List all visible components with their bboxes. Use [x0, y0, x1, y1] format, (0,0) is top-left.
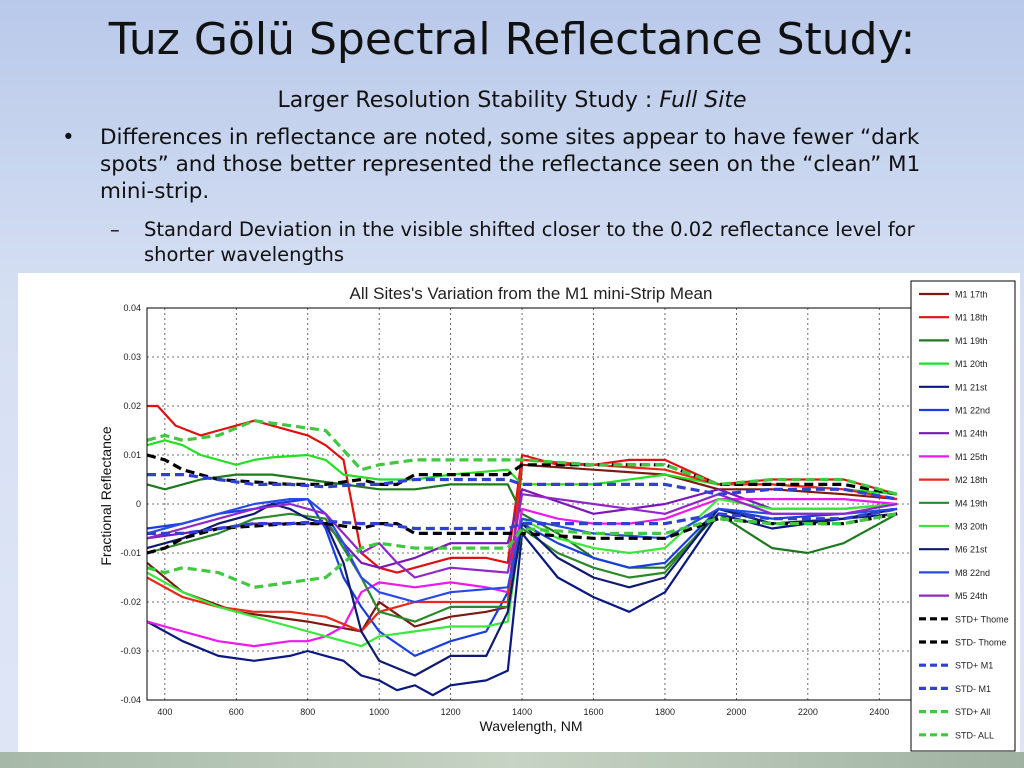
legend-label: M6 21st [955, 545, 988, 555]
legend-label: M1 21st [955, 382, 988, 392]
x-tick-label: 1200 [441, 707, 461, 717]
series-line-7 [146, 498, 898, 648]
sub-bullet-text: Standard Deviation in the visible shifte… [144, 218, 915, 266]
x-tick-label: 2000 [726, 707, 746, 717]
y-axis-label: Fractional Reflectance [98, 426, 114, 566]
series-line-16 [147, 473, 898, 501]
y-tick-label: 0.01 [123, 450, 141, 460]
y-tick-label: -0.04 [120, 695, 141, 705]
legend-label: M1 19th [955, 336, 988, 346]
x-tick-label: 2400 [869, 707, 889, 717]
y-tick-label: 0.04 [123, 303, 141, 313]
x-tick-label: 1800 [655, 707, 675, 717]
chart-title: All Sites's Variation from the M1 mini-S… [350, 284, 713, 303]
series-line-17 [147, 507, 898, 535]
bottom-band [0, 752, 1024, 768]
x-tick-label: 1600 [583, 707, 603, 717]
legend-label: STD- ALL [955, 730, 994, 740]
series-line-19 [146, 512, 898, 589]
series-line-12 [146, 498, 898, 604]
legend-label: M3 20th [955, 522, 988, 532]
legend: M1 17th M1 18th M1 19th M1 20th M1 21st M1 22… [910, 280, 1016, 752]
legend-label: M5 24th [955, 591, 988, 601]
legend-label: STD+ M1 [955, 661, 993, 671]
legend-label: M2 18th [955, 475, 988, 485]
legend-label: M4 19th [955, 498, 988, 508]
x-axis-label: Wavelength, NM [480, 718, 583, 734]
x-tick-label: 1000 [369, 707, 389, 717]
dash-mark: – [110, 218, 120, 241]
x-tick-label: 800 [300, 707, 315, 717]
legend-label: M1 20th [955, 359, 988, 369]
legend-label: M1 18th [955, 313, 988, 323]
bullet-list: • Differences in reflectance are noted, … [62, 124, 962, 267]
series-line-18 [146, 419, 898, 496]
tick-layer: 400 600 800 1000 1200 1400 1600 1800 2000 2200 240… [120, 303, 889, 717]
y-tick-label: -0.03 [120, 646, 141, 656]
chart-svg: All Sites's Variation from the M1 mini-S… [98, 280, 1016, 752]
y-tick-label: 0.02 [123, 401, 141, 411]
x-tick-label: 400 [157, 707, 172, 717]
y-tick-label: 0.03 [123, 352, 141, 362]
legend-label: M1 24th [955, 429, 988, 439]
subtitle-prefix: Larger Resolution Stability Study : [277, 88, 660, 113]
series-layer [146, 404, 898, 697]
series-line-10 [146, 498, 898, 648]
sub-bullet-item: – Standard Deviation in the visible shif… [62, 217, 962, 267]
legend-label: M1 22nd [955, 406, 990, 416]
slide-subtitle: Larger Resolution Stability Study : Full… [0, 88, 1024, 113]
x-tick-label: 600 [229, 707, 244, 717]
y-tick-label: 0 [136, 499, 141, 509]
bullet-text: Differences in reflectance are noted, so… [100, 125, 921, 204]
series-line-5 [146, 498, 898, 657]
series-line-1 [147, 404, 898, 574]
y-tick-label: -0.02 [120, 597, 141, 607]
legend-label: STD- M1 [955, 684, 991, 694]
legend-label: M8 22nd [955, 568, 990, 578]
bullet-mark: • [62, 125, 75, 150]
legend-label: M1 25th [955, 452, 988, 462]
series-line-11 [146, 502, 898, 677]
chart-panel: All Sites's Variation from the M1 mini-S… [18, 273, 1020, 753]
x-tick-label: 1400 [512, 707, 532, 717]
legend-label: STD- Thome [955, 638, 1006, 648]
legend-label: STD+ All [955, 707, 990, 717]
slide-title: Tuz Gölü Spectral Reflectance Study: [108, 14, 916, 65]
series-line-0 [146, 463, 898, 633]
subtitle-italic: Full Site [659, 88, 747, 113]
legend-label: STD+ Thome [955, 614, 1009, 624]
series-line-4 [146, 512, 898, 697]
legend-label: M1 17th [955, 290, 988, 300]
x-tick-label: 2200 [798, 707, 818, 717]
legend-box [910, 280, 1016, 752]
series-line-3 [146, 439, 898, 496]
y-tick-label: -0.01 [120, 548, 141, 558]
bullet-item: • Differences in reflectance are noted, … [62, 124, 962, 205]
